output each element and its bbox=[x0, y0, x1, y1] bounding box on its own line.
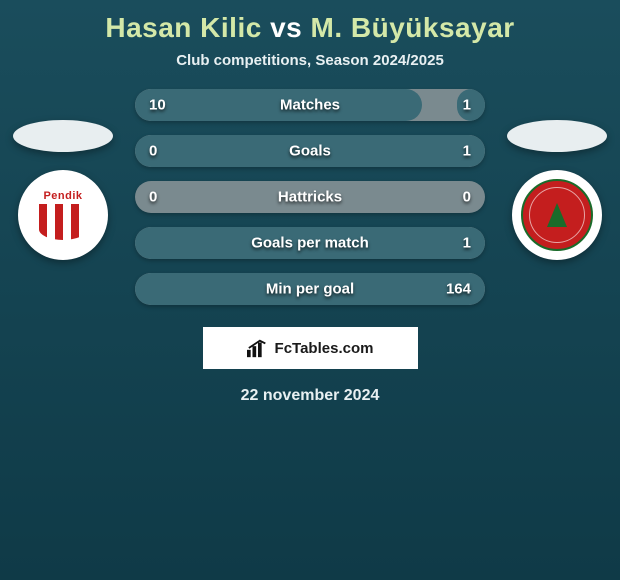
stat-label: Goals bbox=[289, 143, 331, 160]
stat-value-right: 164 bbox=[446, 281, 471, 298]
umraniye-badge bbox=[521, 179, 593, 251]
vs-text: vs bbox=[270, 12, 302, 43]
comparison-title: Hasan Kilic vs M. Büyüksayar bbox=[0, 0, 620, 52]
stat-value-right: 1 bbox=[463, 97, 471, 114]
player1-portrait bbox=[13, 120, 113, 152]
stat-label: Hattricks bbox=[278, 189, 342, 206]
stat-label: Min per goal bbox=[266, 281, 354, 298]
right-column bbox=[502, 120, 612, 260]
stat-bar: 1 Goals per match bbox=[135, 227, 485, 259]
player2-name: M. Büyüksayar bbox=[311, 12, 515, 43]
left-column: Pendik bbox=[8, 120, 118, 260]
stat-bar: 0 0 Hattricks bbox=[135, 181, 485, 213]
tree-icon bbox=[547, 203, 567, 227]
chart-icon bbox=[247, 338, 269, 358]
subtitle: Club competitions, Season 2024/2025 bbox=[0, 52, 620, 69]
stat-value-right: 0 bbox=[463, 189, 471, 206]
player1-name: Hasan Kilic bbox=[105, 12, 261, 43]
stat-bar: 0 1 Goals bbox=[135, 135, 485, 167]
stat-value-left: 0 bbox=[149, 143, 157, 160]
brand-text: FcTables.com bbox=[275, 340, 374, 357]
stat-bar: 164 Min per goal bbox=[135, 273, 485, 305]
player2-portrait bbox=[507, 120, 607, 152]
stat-label: Matches bbox=[280, 97, 340, 114]
brand-badge[interactable]: FcTables.com bbox=[203, 327, 418, 369]
stat-label: Goals per match bbox=[251, 235, 369, 252]
stat-value-left: 10 bbox=[149, 97, 166, 114]
player1-club-badge: Pendik bbox=[18, 170, 108, 260]
bar-fill-left bbox=[135, 89, 422, 121]
stat-value-right: 1 bbox=[463, 143, 471, 160]
bar-fill-right bbox=[457, 89, 485, 121]
date-label: 22 november 2024 bbox=[0, 387, 620, 405]
pendik-label: Pendik bbox=[43, 190, 82, 202]
stat-bar: 10 1 Matches bbox=[135, 89, 485, 121]
pendik-stripes bbox=[39, 204, 87, 240]
player2-club-badge bbox=[512, 170, 602, 260]
stat-bars: 10 1 Matches 0 1 Goals 0 0 Hattricks 1 Goals per m… bbox=[135, 89, 485, 305]
stat-value-right: 1 bbox=[463, 235, 471, 252]
stat-value-left: 0 bbox=[149, 189, 157, 206]
